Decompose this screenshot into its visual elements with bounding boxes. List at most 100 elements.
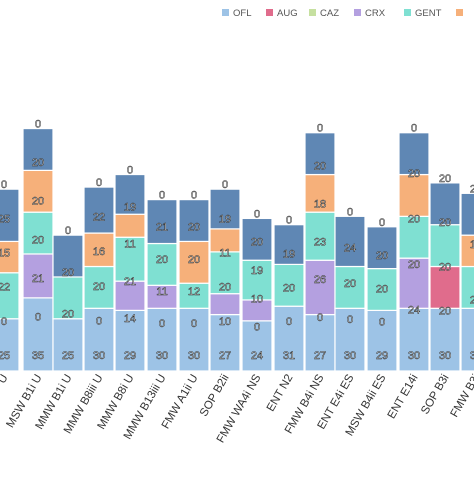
bar-segment — [209, 313, 241, 372]
bar-segment — [0, 188, 20, 243]
data-label: 11 — [219, 248, 230, 260]
bar-segment — [241, 320, 273, 372]
data-label: 19 — [124, 202, 136, 214]
bar-segment — [52, 234, 84, 278]
data-label: 30 — [93, 350, 105, 362]
bar-segment — [114, 309, 146, 372]
legend-swatch — [266, 9, 273, 16]
bar-segment — [366, 267, 398, 311]
bar-segment — [398, 132, 430, 176]
data-label: 26 — [314, 274, 326, 286]
data-label: 22 — [0, 282, 10, 294]
data-label: 0 — [347, 314, 353, 326]
data-label: 0 — [1, 316, 7, 328]
data-label: 20 — [439, 217, 451, 229]
data-label: 27 — [219, 350, 231, 362]
data-label: 0 — [222, 179, 228, 191]
data-label: 0 — [411, 123, 417, 135]
data-label: 0 — [286, 215, 292, 227]
data-label: 10 — [219, 316, 231, 328]
bar-segment — [334, 307, 366, 372]
bar-segment — [241, 217, 273, 261]
data-label: 16 — [93, 246, 105, 258]
data-label: 0 — [286, 316, 292, 328]
data-label: 15 — [0, 248, 10, 260]
bar-segment — [398, 173, 430, 217]
data-label: 30 — [439, 350, 451, 362]
data-label: 0 — [317, 312, 323, 324]
bar-segment — [429, 307, 461, 372]
bar-segment — [209, 188, 241, 230]
data-label: 20 — [93, 281, 105, 293]
bar-segment — [114, 173, 146, 215]
bar-segment — [460, 234, 474, 268]
bar-segment — [366, 309, 398, 372]
data-label: 20 — [314, 161, 326, 173]
data-label: 29 — [124, 350, 136, 362]
data-label: 20 — [439, 306, 451, 318]
data-label: 0 — [191, 190, 197, 202]
bars-layer: 25 0 22 15 25 0 35 0 21 20 20 20 0 25 20 20 0 30 0 20 16 22 0 2… — [0, 118, 474, 372]
data-label: 0 — [379, 217, 385, 229]
bar-segment — [398, 307, 430, 372]
data-label: 20 — [408, 168, 420, 180]
data-label: 20 — [188, 254, 200, 266]
bar-segment — [304, 173, 336, 213]
data-label: 20 — [156, 254, 168, 266]
legend-label: AUG — [277, 8, 298, 19]
bar-segment — [83, 265, 115, 309]
bar-segment — [178, 282, 210, 309]
data-label: 20 — [408, 214, 420, 226]
bar-segment — [366, 226, 398, 270]
data-label: 0 — [35, 119, 41, 131]
bar-segment — [146, 242, 178, 286]
bar-segment — [273, 263, 305, 307]
bar-segment — [0, 272, 20, 320]
data-label: 15 — [470, 239, 474, 251]
data-label: 30 — [344, 350, 356, 362]
bar-segment — [241, 259, 273, 301]
data-label: 20 — [32, 196, 44, 208]
data-label: 31 — [283, 350, 295, 362]
x-tick-label: U — [0, 373, 11, 386]
x-tick-label: ENT E14i — [386, 373, 421, 421]
data-label: 21 — [32, 273, 44, 285]
bar-segment — [460, 265, 474, 309]
data-label: 0 — [1, 179, 7, 191]
x-tick-label: ENT N2 — [265, 373, 296, 414]
data-label: 0 — [96, 315, 102, 327]
bar-segment — [52, 318, 84, 372]
data-label: 0 — [317, 123, 323, 135]
x-tick-label: SOP B3i — [419, 373, 451, 417]
data-label: 24 — [344, 242, 356, 254]
data-label: 0 — [379, 317, 385, 329]
data-label: 25 — [0, 350, 10, 362]
data-label: 25 — [0, 213, 10, 225]
bar-segment — [273, 224, 305, 266]
data-label: 20 — [344, 278, 356, 290]
data-label: 20 — [62, 308, 74, 320]
bar-segment — [304, 132, 336, 176]
bar-segment — [22, 169, 54, 213]
data-label: 0 — [35, 311, 41, 323]
data-label: 20 — [219, 282, 231, 294]
bar-segment — [22, 127, 54, 171]
data-label: 24 — [251, 350, 263, 362]
data-label: 0 — [127, 165, 133, 177]
data-label: 18 — [314, 198, 326, 210]
legend-label: CAZ — [320, 8, 339, 19]
bar-segment — [398, 257, 430, 309]
bar-segment — [178, 199, 210, 243]
data-label: 0 — [159, 318, 165, 330]
bar-segment — [429, 182, 461, 226]
data-label: 30 — [188, 350, 200, 362]
x-tick-label: FMW B3i — [449, 373, 474, 420]
bar-segment — [114, 280, 146, 311]
data-label: 20 — [439, 173, 451, 185]
legend-label: GENT — [415, 8, 442, 19]
data-label: 27 — [314, 350, 326, 362]
data-label: 21 — [124, 276, 136, 288]
legend-swatch — [404, 9, 411, 16]
data-label: 20 — [32, 157, 44, 169]
